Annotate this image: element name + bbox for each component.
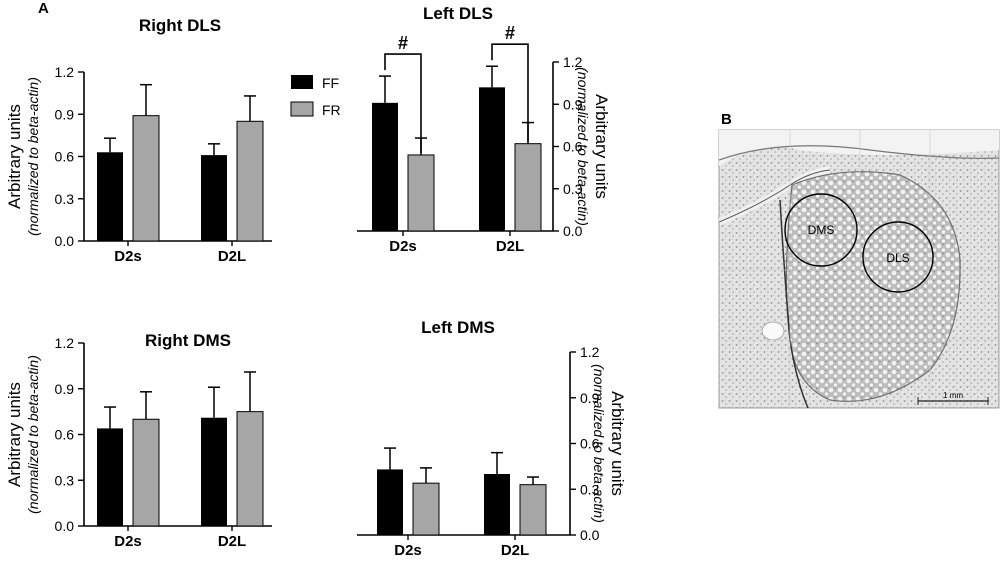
chart-left-dms: Left DMS 0.0 0.3 0.6 0.9 1.2 Arbitrary units(n… (357, 318, 627, 559)
tissue-boundary (719, 145, 999, 161)
legend-label-fr: FR (322, 102, 341, 118)
significance-marker: # (398, 33, 408, 53)
bar-ff-d2s (377, 469, 403, 535)
micrograph-tissue (719, 130, 999, 408)
y-axis-label: Arbitrary units (608, 391, 627, 496)
y-tick-label: 0.9 (55, 106, 75, 122)
chart-title: Left DMS (421, 318, 495, 337)
y-tick-label: 0.9 (563, 96, 583, 112)
significance-bracket (384, 53, 422, 153)
tissue-edge (719, 130, 999, 166)
bar-fr-d2l (236, 411, 264, 527)
bar-ff-d2s (97, 428, 123, 526)
tile-seams (719, 130, 999, 408)
category-label: D2s (394, 542, 422, 559)
y-tick-label: 0.3 (563, 181, 583, 197)
y-tick-label: 0.9 (580, 390, 600, 406)
bar-ff-d2s (97, 152, 123, 241)
y-axis-sublabel: (normalized to beta-actin) (575, 67, 591, 226)
bar-ff-d2l (201, 417, 227, 526)
y-tick-label: 1.2 (563, 54, 583, 70)
y-axis-sublabel: (normalized to beta-actin) (25, 355, 41, 514)
significance-bracket (491, 43, 529, 142)
chart-right-dms: Right DMS 0.0 0.3 0.6 0.9 1.2 Arbitrary units(… (5, 331, 272, 550)
legend-swatch-fr (290, 101, 314, 117)
y-tick-label: 1.2 (55, 335, 75, 351)
micrograph: DMS DLS 1 mm (718, 129, 1000, 409)
bar-ff-d2s (372, 102, 398, 231)
chart-title: Right DLS (139, 16, 221, 35)
category-label: D2s (389, 238, 417, 255)
y-tick-label: 0.6 (580, 436, 600, 452)
chart-right-dls: Right DLS 0.0 0.3 0.6 0.9 1.2 Arbitrary units(… (5, 16, 272, 265)
dls-region-circle (862, 221, 934, 293)
y-tick-label: 0.6 (563, 139, 583, 155)
y-tick-label: 1.2 (580, 344, 600, 360)
y-tick-label: 1.2 (55, 64, 75, 80)
y-tick-label: 0.3 (55, 472, 75, 488)
chart-title: Left DLS (423, 4, 493, 23)
category-label: D2L (501, 542, 529, 559)
dls-region-label: DLS (886, 251, 909, 265)
chart-title: Right DMS (145, 331, 231, 350)
y-axis-label: Arbitrary units (5, 104, 24, 209)
y-tick-label: 0.0 (55, 233, 75, 249)
y-tick-label: 0.6 (55, 427, 75, 443)
y-axis-sublabel: (normalized to beta-actin) (25, 77, 41, 236)
chart-left-dls: Left DLS 0.0 0.3 0.6 0.9 1.2 Arbitrary units(n… (357, 4, 611, 255)
category-label: D2L (218, 248, 246, 265)
y-tick-label: 0.0 (580, 527, 600, 543)
lateral-ventricle (779, 199, 809, 408)
dms-region-label: DMS (808, 223, 835, 237)
y-tick-label: 0.0 (563, 223, 583, 239)
category-label: D2L (218, 533, 246, 550)
category-label: D2L (496, 238, 524, 255)
y-axis-sublabel: (normalized to beta-actin) (591, 364, 607, 523)
bar-ff-d2l (201, 155, 227, 241)
bar-fr-d2s (412, 482, 440, 536)
bar-ff-d2l (479, 87, 505, 231)
y-tick-label: 0.6 (55, 149, 75, 165)
y-tick-label: 0.0 (55, 518, 75, 534)
significance-marker: # (505, 23, 515, 43)
legend: FF FR (290, 75, 341, 118)
bar-fr-d2s (407, 154, 435, 232)
panel-b-letter: B (721, 111, 732, 128)
y-axis-label: Arbitrary units (5, 382, 24, 487)
category-label: D2s (114, 533, 142, 550)
bar-fr-d2s (132, 115, 160, 242)
panel-a-letter: A (38, 0, 49, 17)
legend-swatch-ff (291, 75, 313, 89)
anterior-commissure (761, 321, 785, 341)
y-tick-label: 0.3 (55, 191, 75, 207)
bar-fr-d2l (514, 143, 542, 232)
category-label: D2s (114, 248, 142, 265)
y-tick-label: 0.9 (55, 381, 75, 397)
scale-bar-label: 1 mm (943, 391, 963, 400)
y-tick-label: 0.3 (580, 481, 600, 497)
bar-ff-d2l (484, 474, 510, 535)
bar-fr-d2s (132, 418, 160, 527)
bar-fr-d2l (236, 120, 264, 242)
legend-label-ff: FF (322, 75, 339, 91)
y-axis-label: Arbitrary units (592, 94, 611, 199)
dms-region-circle (784, 193, 858, 267)
bar-fr-d2l (519, 484, 547, 536)
